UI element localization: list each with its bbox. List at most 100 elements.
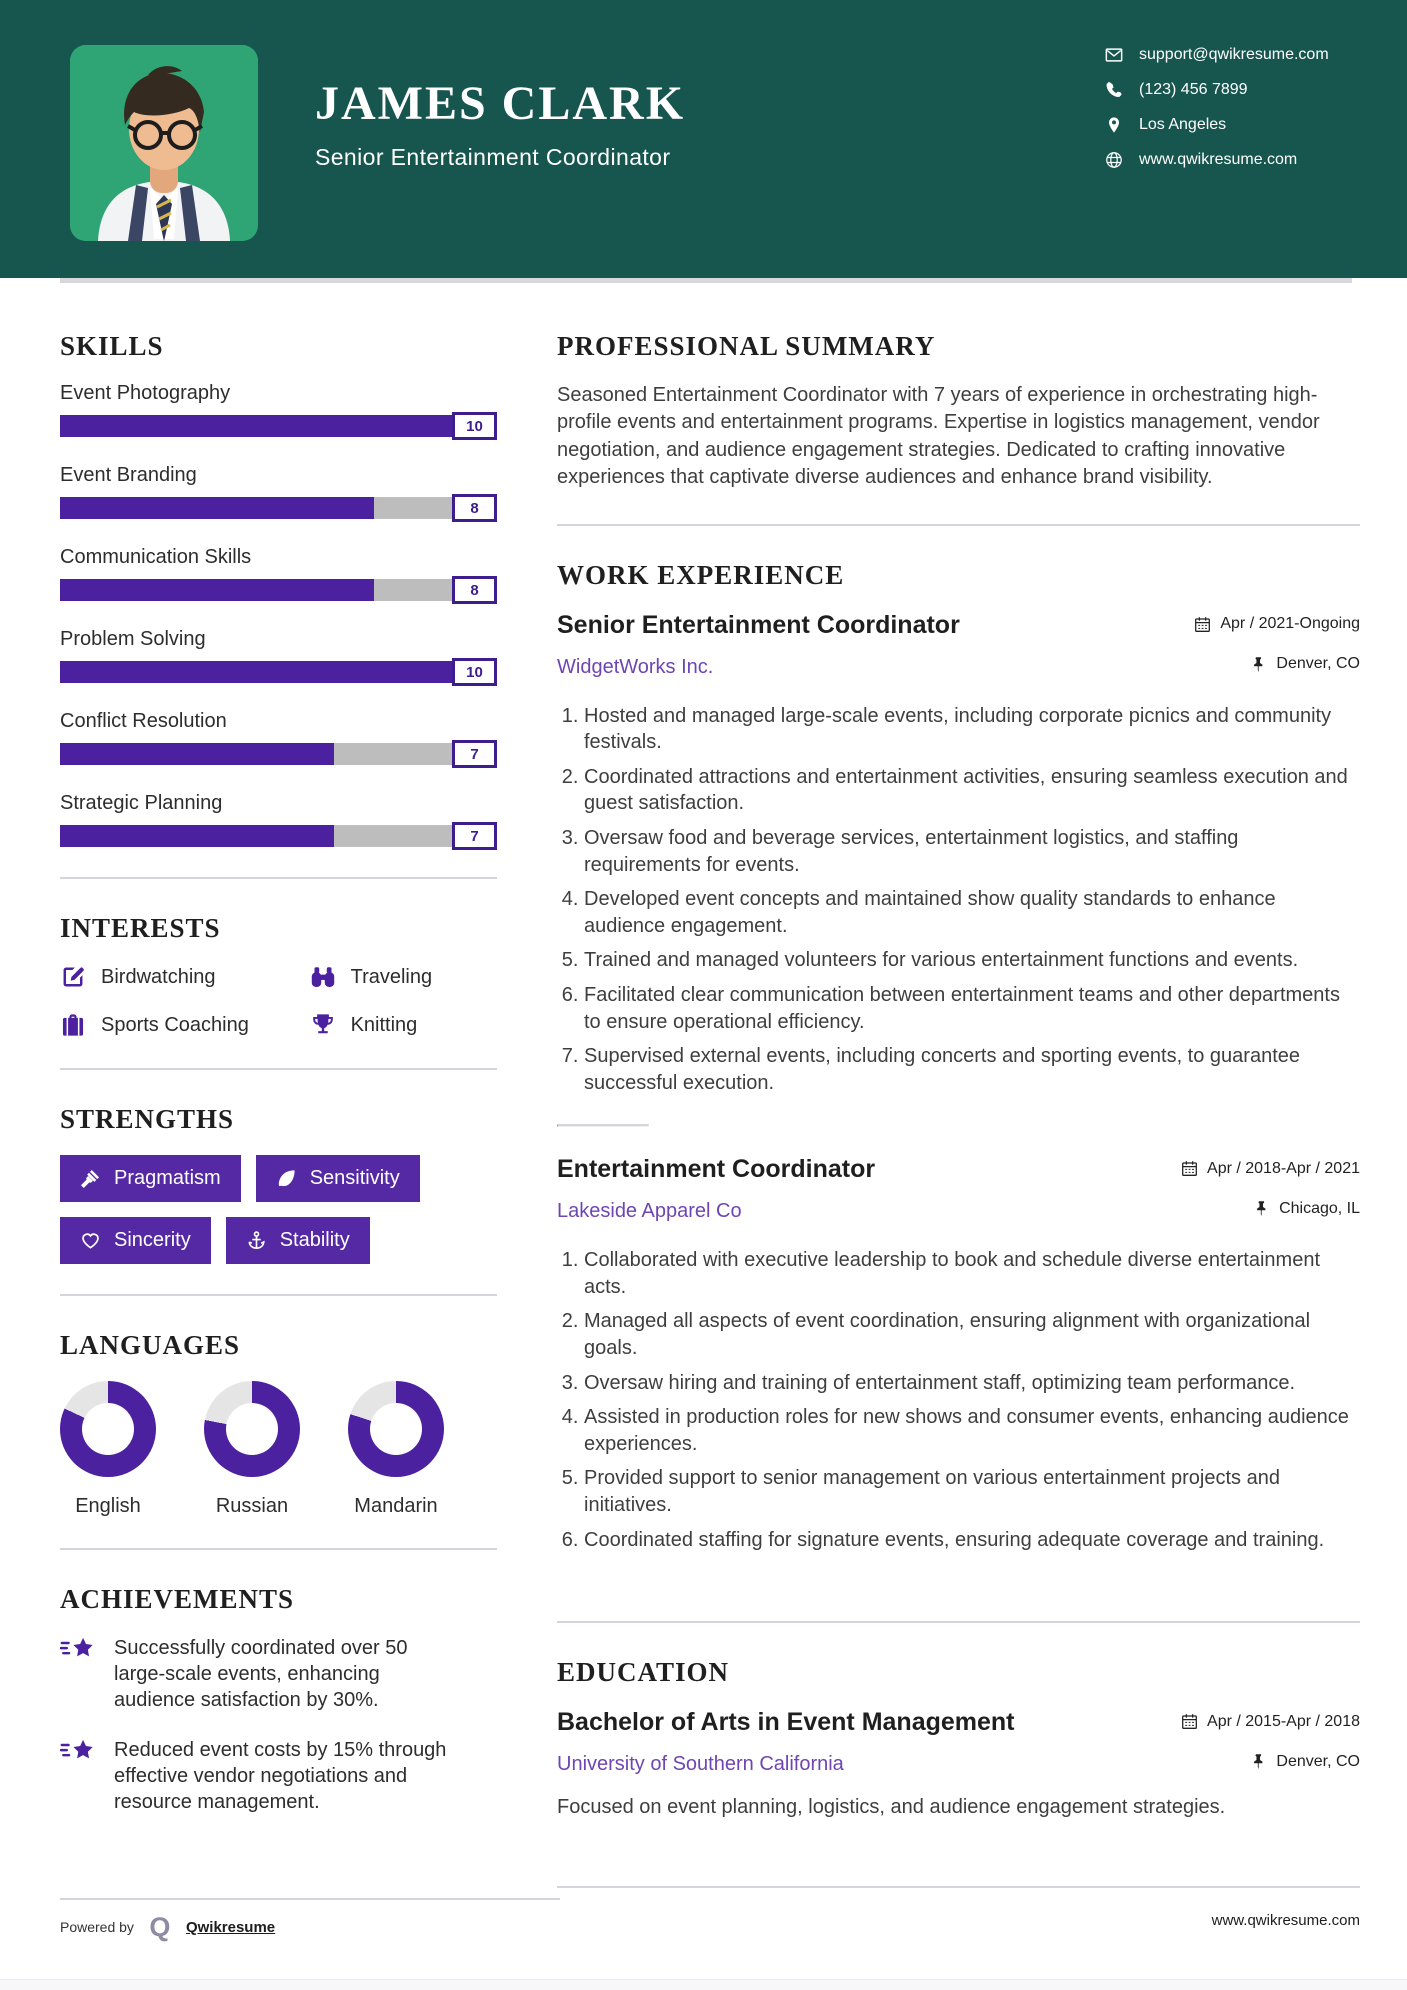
qwikresume-logo-icon: Q [149,1912,171,1942]
skill-bar-fill [60,579,374,601]
language-donut-chart [204,1381,300,1477]
contact-text: www.qwikresume.com [1139,151,1298,168]
skill-score-badge: 7 [452,740,497,768]
company-link[interactable]: Lakeside Apparel Co [557,1200,742,1223]
job-duty: Developed event concepts and maintained … [584,886,1360,939]
language-item: Mandarin [348,1381,444,1518]
skill-item: Problem Solving 10 [60,628,497,686]
person-name: JAMES CLARK [315,77,686,130]
skill-score-badge: 7 [452,822,497,850]
pencil-icon [60,964,86,990]
calendar-icon [1181,1713,1198,1730]
language-label: English [75,1495,141,1517]
skill-label: Communication Skills [60,546,252,568]
trophy-icon [310,1012,336,1038]
header-banner: JAMES CLARK Senior Entertainment Coordin… [0,0,1407,278]
company-link[interactable]: WidgetWorks Inc. [557,655,714,678]
job-divider [557,1124,649,1128]
powered-by-label: Powered by [60,1919,134,1935]
skills-list: Event Photography 10 Event Branding 8 Commun… [60,382,497,850]
powered-by-block: Powered by Q Qwikresume [60,1898,560,1942]
job-duty: Facilitated clear communication between … [584,982,1360,1035]
skill-score-badge: 10 [452,658,497,686]
skill-label: Event Branding [60,464,197,486]
leaf-icon [276,1168,297,1189]
education-description: Focused on event planning, logistics, an… [557,1796,1226,1819]
skills-heading: SKILLS [60,331,164,361]
job-subheader-row: WidgetWorks Inc. Denver, CO [557,646,1360,679]
interest-item: Knitting [310,1012,497,1038]
skill-bar-fill [60,415,497,437]
job-location: Denver, CO [1250,655,1360,673]
anchor-icon [246,1230,267,1251]
contact-item[interactable]: www.qwikresume.com [1105,151,1329,169]
job-duty: Hosted and managed large-scale events, i… [584,703,1360,756]
main-divider [557,1885,1360,1888]
page-footer: Powered by Q Qwikresume www.qwikresume.c… [60,1898,1360,1942]
skill-label: Problem Solving [60,628,206,650]
contact-text: support@qwikresume.com [1139,46,1329,63]
strength-chip: Sensitivity [255,1155,420,1202]
achievements-heading: ACHIEVEMENTS [60,1584,295,1614]
job-subheader-row: Lakeside Apparel Co Chicago, IL [557,1190,1360,1223]
person-job-title: Senior Entertainment Coordinator [315,144,671,170]
interests-list: Birdwatching Traveling Sports Coaching Knit… [60,964,497,1038]
shooting-star-icon [60,1737,98,1769]
achievement-text: Reduced event costs by 15% through effec… [114,1739,447,1813]
job-title: Entertainment Coordinator [557,1155,876,1184]
footer-website[interactable]: www.qwikresume.com [1211,1912,1360,1929]
interest-label: Sports Coaching [101,1013,249,1036]
sidebar-divider [60,1294,497,1296]
education-location: Denver, CO [1276,1752,1360,1770]
contact-item[interactable]: support@qwikresume.com [1105,46,1329,64]
skill-bar-fill [60,825,335,847]
job-location-text: Chicago, IL [1279,1199,1360,1217]
job-entry: Entertainment Coordinator Apr / 2018-Apr … [557,1155,1360,1553]
work-experience-list: Senior Entertainment Coordinator Apr / 20… [557,611,1360,1554]
language-item: English [60,1381,156,1518]
job-duty-list: Hosted and managed large-scale events, i… [557,703,1360,1097]
skill-item: Strategic Planning 7 [60,792,497,850]
main-column: PROFESSIONAL SUMMARY Seasoned Entertainm… [557,331,1360,1922]
summary-heading: PROFESSIONAL SUMMARY [557,331,936,361]
languages-list: English Russian Mandarin [60,1381,497,1518]
strength-chip: Sincerity [60,1217,211,1264]
main-divider [557,1621,1360,1624]
job-duty: Oversaw food and beverage services, ente… [584,825,1360,878]
skill-bar-fill [60,743,335,765]
strengths-list: Pragmatism Sensitivity Sincerity Stability [60,1155,497,1264]
skill-item: Event Photography 10 [60,382,497,440]
qwikresume-link[interactable]: Qwikresume [185,1918,276,1936]
school-link[interactable]: University of Southern California [557,1753,844,1776]
job-duty: Trained and managed volunteers for vario… [584,947,1360,974]
sidebar: SKILLS Event Photography 10 Event Branding… [60,331,497,1922]
contact-item: Los Angeles [1105,116,1329,134]
skill-label: Conflict Resolution [60,710,227,732]
skill-bar-track: 7 [60,740,497,768]
heart-icon [80,1230,101,1251]
skill-bar-fill [60,661,497,683]
skill-bar-track: 7 [60,822,497,850]
contact-text: (123) 456 7899 [1139,81,1248,98]
pushpin-icon [1253,1200,1270,1217]
skill-item: Communication Skills 8 [60,546,497,604]
job-header-row: Senior Entertainment Coordinator Apr / 20… [557,611,1360,640]
pushpin-icon [1250,656,1267,673]
strength-label: Pragmatism [114,1167,221,1189]
contact-list: support@qwikresume.com (123) 456 7899 Los … [1105,46,1329,169]
language-donut-chart [60,1381,156,1477]
job-duty: Managed all aspects of event coordinatio… [584,1308,1360,1361]
language-donut-hole [226,1403,278,1455]
job-duty: Collaborated with executive leadership t… [584,1247,1360,1300]
language-label: Mandarin [354,1495,438,1517]
interest-item: Traveling [310,964,497,990]
page-body: SKILLS Event Photography 10 Event Branding… [0,283,1407,1922]
gavel-icon [80,1168,101,1189]
interests-heading: INTERESTS [60,913,221,943]
job-duty: Coordinated attractions and entertainmen… [584,764,1360,817]
skill-item: Event Branding 8 [60,464,497,522]
strength-label: Stability [279,1229,350,1251]
language-label: Russian [215,1495,289,1517]
work-heading: WORK EXPERIENCE [557,559,845,590]
skill-label: Event Photography [60,382,231,404]
